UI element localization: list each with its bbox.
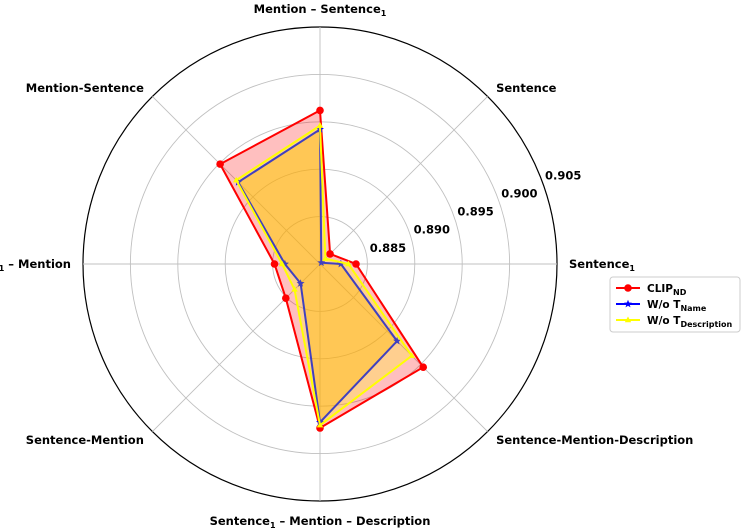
radial-tick-label: 0.895 bbox=[457, 205, 493, 219]
radar-grid bbox=[82, 26, 558, 502]
radial-tick-labels: 0.885 0.890 0.895 0.900 0.905 bbox=[370, 168, 582, 255]
data-point bbox=[326, 250, 334, 258]
data-point bbox=[322, 255, 329, 261]
data-point bbox=[278, 260, 286, 267]
data-point bbox=[393, 336, 402, 345]
legend-label: CLIPND bbox=[647, 283, 687, 297]
series-area bbox=[220, 110, 424, 429]
legend-marker bbox=[624, 316, 632, 323]
series-area bbox=[238, 129, 398, 423]
data-point bbox=[316, 122, 324, 128]
legend-entry-1: CLIPND bbox=[616, 283, 687, 297]
data-point bbox=[280, 259, 289, 268]
series-area bbox=[236, 125, 412, 426]
legend-marker bbox=[624, 299, 632, 308]
legend-entry-3: W/o TDescription bbox=[616, 315, 733, 329]
legend-label: W/o TName bbox=[647, 299, 707, 313]
legend: CLIPND W/o TName W/o TDescription bbox=[609, 276, 741, 333]
radial-tick-label: 0.890 bbox=[414, 223, 450, 237]
axis-label-6: Sentence-Mention bbox=[26, 433, 144, 447]
data-point bbox=[296, 279, 305, 287]
grid-spoke bbox=[152, 263, 321, 432]
axis-label-4: Sentence-Mention-Description bbox=[496, 433, 693, 447]
series-3 bbox=[233, 122, 416, 428]
axis-label-2: Sentence bbox=[496, 81, 557, 95]
radial-tick-label: 0.885 bbox=[370, 241, 406, 255]
axis-label-3: Sentence1 bbox=[569, 257, 635, 273]
data-point bbox=[291, 285, 298, 292]
data-point bbox=[216, 160, 224, 168]
data-point bbox=[408, 352, 416, 359]
axis-labels: Mention – Sentence1 Sentence Sentence1 Sent… bbox=[0, 2, 693, 528]
legend-entry-2: W/o TName bbox=[616, 299, 707, 313]
radial-tick-label: 0.900 bbox=[501, 186, 537, 200]
data-point bbox=[336, 259, 345, 268]
grid-spoke bbox=[319, 263, 488, 432]
data-point bbox=[270, 260, 279, 268]
axis-label-1: Mention – Sentence1 bbox=[254, 2, 387, 18]
data-point bbox=[317, 258, 326, 267]
legend-marker bbox=[624, 284, 632, 292]
legend-box bbox=[609, 276, 741, 333]
axis-label-5: Sentence1 – Mention – Description bbox=[210, 514, 431, 528]
radar-series bbox=[216, 106, 428, 432]
data-point bbox=[345, 260, 352, 267]
data-point bbox=[352, 260, 360, 268]
data-point bbox=[419, 363, 428, 372]
radial-tick-label: 0.905 bbox=[545, 168, 581, 182]
data-point bbox=[316, 421, 324, 428]
data-point bbox=[316, 106, 324, 115]
data-point bbox=[233, 176, 240, 183]
grid-spoke bbox=[319, 96, 488, 265]
axis-label-7: Sentence1 – Mention bbox=[0, 257, 71, 273]
legend-label: W/o TDescription bbox=[647, 315, 733, 329]
data-point bbox=[282, 294, 290, 302]
series-1 bbox=[216, 106, 428, 432]
axis-label-8: Mention-Sentence bbox=[26, 81, 144, 95]
